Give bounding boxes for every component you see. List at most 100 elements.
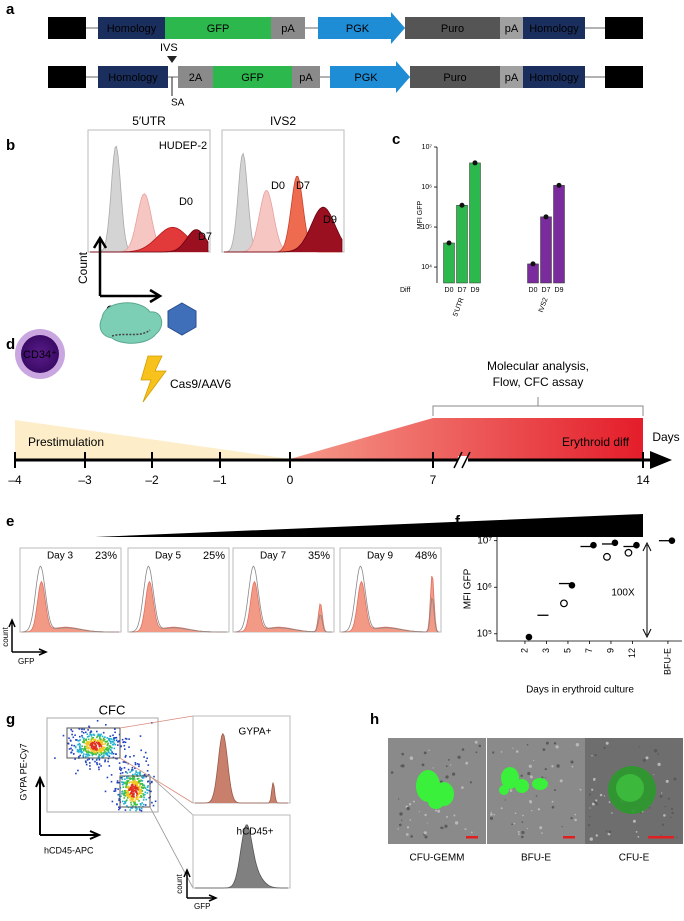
density-dot [133,775,136,778]
density-dot [136,774,138,776]
density-dot [109,745,112,747]
density-dot [89,744,92,747]
density-dot [127,780,130,782]
density-dot [134,773,136,775]
construct-element [523,17,585,39]
speckle [579,788,582,791]
speckle [399,812,403,816]
density-dot [122,783,124,786]
speckle [426,822,428,824]
density-dot [129,793,131,796]
density-dot [139,774,142,777]
density-dot [74,734,76,736]
density-dot [96,747,98,750]
element-label: GFP [241,72,264,84]
bar-dot [530,261,536,267]
day-label: D0 [179,196,193,208]
density-dot [83,749,85,752]
density-dot [85,731,87,734]
density-dot [109,749,111,751]
density-dot [124,737,127,740]
density-dot [89,765,91,767]
region-label: Erythroid diff [562,435,630,449]
density-dot [83,728,85,731]
speckle [673,777,677,781]
density-dot [85,761,87,764]
colony-fluorescence [499,785,509,795]
density-dot [117,744,119,746]
density-dot [104,759,106,761]
speckle [575,743,580,747]
density-dot [140,788,143,791]
speckle [514,812,517,814]
density-dot [147,789,149,792]
density-dot [128,746,130,748]
speckle [607,832,611,836]
density-dot [137,777,139,780]
aav-icon [167,302,197,336]
speckle [675,836,678,838]
speckle [664,805,667,808]
speckle [527,771,531,776]
y-tick-label: 10⁷ [477,535,492,546]
point [633,541,640,549]
density-dot [124,782,126,785]
density-dot [132,769,134,771]
cell-inner [21,335,59,373]
density-dot [78,742,81,745]
density-dot [88,725,90,728]
density-dot [116,757,118,760]
point [668,537,676,544]
speckle [541,832,543,834]
density-dot [118,806,120,808]
speckle [526,828,529,830]
density-dot [90,748,93,750]
density-dot [104,750,106,753]
density-dot [83,741,85,743]
density-dot [124,741,127,744]
bar [443,242,455,284]
speckle [537,808,541,811]
speckle [520,774,523,777]
speckle [490,811,492,814]
density-dot [95,759,98,761]
day-label: Day 3 [47,551,74,562]
bar-dot [472,160,478,166]
density-dot [93,751,96,754]
density-dot [86,759,89,761]
speckle [529,775,533,779]
density-dot [91,738,94,741]
density-dot [121,793,123,795]
density-dot [82,732,85,734]
density-dot [123,803,125,805]
density-dot [131,807,134,809]
speckle [589,837,593,841]
density-dot [133,778,136,780]
density-dot [105,724,107,726]
density-dot [126,805,128,807]
density-dot [110,740,113,743]
region-label: Prestimulation [28,435,104,449]
density-dot [118,781,120,784]
speckle [406,806,410,811]
density-dot [124,809,127,811]
density-dot [133,755,135,757]
density-dot [74,746,77,749]
speckle [570,760,574,764]
density-dot [132,787,134,789]
density-dot [112,734,114,737]
promoter-arrow [330,61,410,93]
density-dot [120,769,122,772]
panel-label: e [6,513,14,530]
speckle [588,824,591,827]
density-dot [68,748,71,750]
density-dot [77,743,79,746]
density-dot [100,753,103,756]
density-dot [129,771,131,773]
density-dot [128,782,130,784]
density-dot [129,778,131,781]
density-dot [136,793,138,795]
density-dot [140,804,142,806]
speckle [454,821,459,825]
speckle [659,795,663,798]
